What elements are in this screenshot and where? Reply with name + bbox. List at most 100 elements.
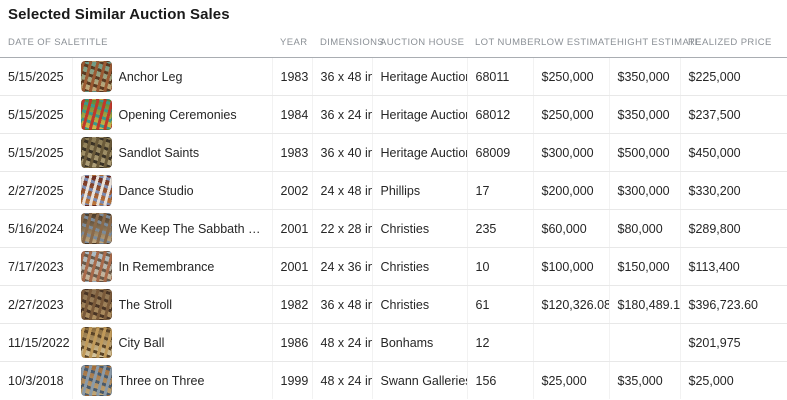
year-cell: 1984 — [271, 95, 312, 134]
auction-house-cell: Heritage Auctions — [371, 133, 467, 172]
auction-house-cell: Christies — [371, 209, 467, 248]
auction-house-cell: Bonhams — [371, 323, 467, 362]
title-cell: Three on Three — [71, 361, 272, 399]
auction-house-cell: Phillips — [371, 171, 467, 210]
title-cell: Dance Studio — [71, 171, 272, 210]
column-header-year: YEAR — [272, 24, 312, 58]
title-cell: We Keep The Sabbath Kosher — [71, 209, 272, 248]
dimensions-cell: 22 x 28 in — [311, 209, 372, 248]
table-row: 7/17/2023 In Remembrance 2001 24 x 36 in… — [0, 247, 787, 286]
hight-estimate-cell: $500,000 — [608, 133, 680, 172]
low-estimate-cell: $300,000 — [532, 133, 609, 172]
hight-estimate-cell: $35,000 — [608, 361, 680, 399]
artwork-thumbnail-image[interactable] — [80, 61, 112, 92]
lot-number-cell: 68011 — [466, 57, 533, 96]
artwork-title: Three on Three — [118, 373, 205, 388]
year-cell: 2001 — [271, 209, 312, 248]
hight-estimate-cell: $350,000 — [608, 95, 680, 134]
artwork-thumbnail-image[interactable] — [80, 175, 112, 206]
dimensions-cell: 36 x 48 in — [311, 57, 372, 96]
dimensions-cell: 48 x 24 in — [311, 361, 372, 399]
artwork-title: Dance Studio — [118, 183, 194, 198]
table-row: 10/3/2018 Three on Three 1999 48 x 24 in… — [0, 361, 787, 399]
lot-number-cell: 68012 — [466, 95, 533, 134]
lot-number-cell: 61 — [466, 285, 533, 324]
table-row: 5/15/2025 Sandlot Saints 1983 36 x 40 in… — [0, 133, 787, 172]
realized-price-cell: $113,400 — [679, 247, 787, 286]
date-of-sale-cell: 11/15/2022 — [0, 323, 72, 362]
realized-price-cell: $25,000 — [679, 361, 787, 399]
dimensions-cell: 36 x 24 in — [311, 95, 372, 134]
low-estimate-cell — [532, 323, 609, 362]
artwork-thumbnail-image[interactable] — [80, 327, 112, 358]
artwork-title: Sandlot Saints — [118, 145, 200, 160]
table-row: 2/27/2025 Dance Studio 2002 24 x 48 in P… — [0, 171, 787, 210]
dimensions-cell: 48 x 24 in — [311, 323, 372, 362]
column-header-title: TITLE — [72, 24, 272, 58]
date-of-sale-cell: 5/15/2025 — [0, 133, 72, 172]
artwork-thumbnail-image[interactable] — [80, 365, 112, 396]
lot-number-cell: 68009 — [466, 133, 533, 172]
auction-house-cell: Christies — [371, 285, 467, 324]
column-header-dimensions: DIMENSIONS — [312, 24, 384, 58]
lot-number-cell: 12 — [466, 323, 533, 362]
dimensions-cell: 36 x 40 in — [311, 133, 372, 172]
table-header: DATE OF SALE TITLE YEAR DIMENSIONS AUCTI… — [0, 24, 787, 58]
artwork-title: Opening Ceremonies — [118, 107, 237, 122]
dimensions-cell: 24 x 36 in — [311, 247, 372, 286]
low-estimate-cell: $120,326.08 — [532, 285, 609, 324]
artwork-thumbnail-image[interactable] — [80, 213, 112, 244]
title-cell: Anchor Leg — [71, 57, 272, 96]
auction-house-cell: Heritage Auctions — [371, 95, 467, 134]
artwork-thumbnail-image[interactable] — [80, 137, 112, 168]
column-header-date-of-sale: DATE OF SALE — [0, 24, 80, 58]
date-of-sale-cell: 2/27/2023 — [0, 285, 72, 324]
lot-number-cell: 17 — [466, 171, 533, 210]
low-estimate-cell: $250,000 — [532, 95, 609, 134]
title-cell: City Ball — [71, 323, 272, 362]
artwork-title: We Keep The Sabbath Kosher — [118, 221, 264, 236]
column-header-auction-house: AUCTION HOUSE — [372, 24, 467, 58]
low-estimate-cell: $250,000 — [532, 57, 609, 96]
column-header-low-estimate: LOW ESTIMATE — [533, 24, 616, 58]
year-cell: 1999 — [271, 361, 312, 399]
artwork-title: Anchor Leg — [118, 69, 183, 84]
auction-house-cell: Christies — [371, 247, 467, 286]
artwork-title: City Ball — [118, 335, 165, 350]
realized-price-cell: $225,000 — [679, 57, 787, 96]
dimensions-cell: 24 x 48 in — [311, 171, 372, 210]
hight-estimate-cell: $150,000 — [608, 247, 680, 286]
year-cell: 1983 — [271, 133, 312, 172]
title-cell: Opening Ceremonies — [71, 95, 272, 134]
realized-price-cell: $450,000 — [679, 133, 787, 172]
table-row: 11/15/2022 City Ball 1986 48 x 24 in Bon… — [0, 323, 787, 362]
table-row: 2/27/2023 The Stroll 1982 36 x 48 in Chr… — [0, 285, 787, 324]
dimensions-cell: 36 x 48 in — [311, 285, 372, 324]
artwork-thumbnail-image[interactable] — [80, 99, 112, 130]
date-of-sale-cell: 2/27/2025 — [0, 171, 72, 210]
column-header-realized-price: REALIZED PRICE — [680, 24, 787, 58]
column-header-hight-estimate: HIGHT ESTIMATE — [609, 24, 701, 58]
year-cell: 1986 — [271, 323, 312, 362]
page-title: Selected Similar Auction Sales — [8, 6, 230, 23]
lot-number-cell: 10 — [466, 247, 533, 286]
table-row: 5/16/2024 We Keep The Sabbath Kosher 200… — [0, 209, 787, 248]
date-of-sale-cell: 5/15/2025 — [0, 57, 72, 96]
hight-estimate-cell: $300,000 — [608, 171, 680, 210]
year-cell: 1983 — [271, 57, 312, 96]
realized-price-cell: $237,500 — [679, 95, 787, 134]
realized-price-cell: $396,723.60 — [679, 285, 787, 324]
date-of-sale-cell: 7/17/2023 — [0, 247, 72, 286]
table-body: 5/15/2025 Anchor Leg 1983 36 x 48 in Her… — [0, 57, 787, 399]
table-row: 5/15/2025 Opening Ceremonies 1984 36 x 2… — [0, 95, 787, 134]
realized-price-cell: $330,200 — [679, 171, 787, 210]
lot-number-cell: 156 — [466, 361, 533, 399]
artwork-thumbnail-image[interactable] — [80, 251, 112, 282]
artwork-thumbnail-image[interactable] — [80, 289, 112, 320]
lot-number-cell: 235 — [466, 209, 533, 248]
auction-house-cell: Heritage Auctions — [371, 57, 467, 96]
auction-house-cell: Swann Galleries — [371, 361, 467, 399]
auction-sales-table: DATE OF SALE TITLE YEAR DIMENSIONS AUCTI… — [0, 24, 787, 399]
artwork-title: In Remembrance — [118, 259, 215, 274]
year-cell: 2001 — [271, 247, 312, 286]
